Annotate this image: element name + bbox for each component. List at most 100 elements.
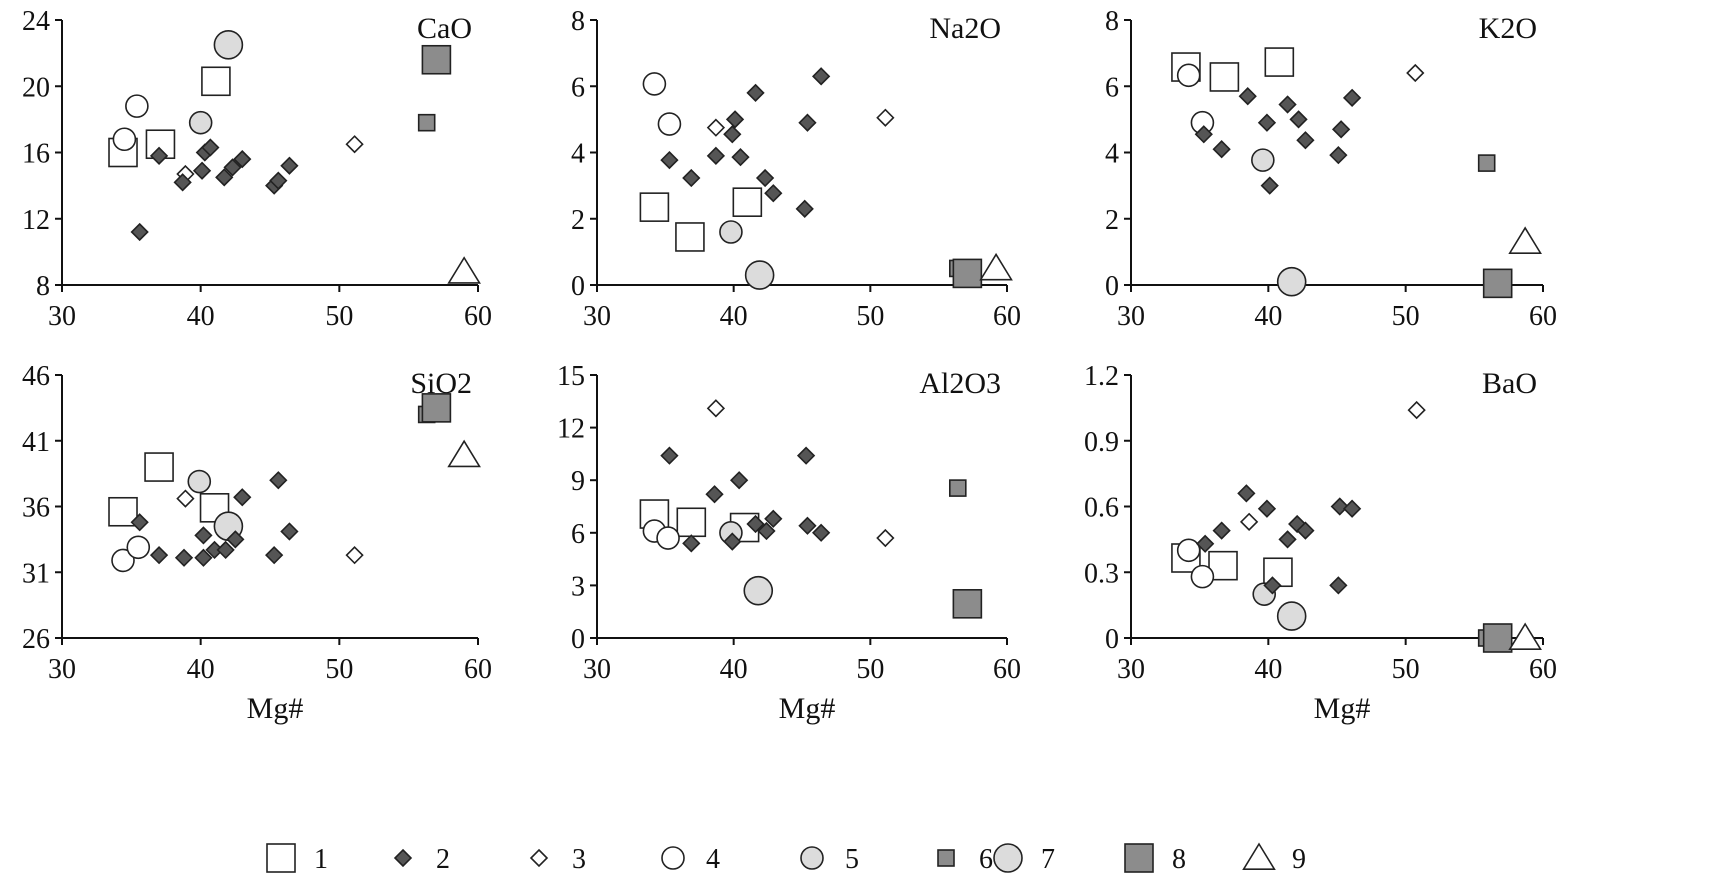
legend-marker [937,849,955,867]
x-tick-label: 60 [1529,301,1557,332]
data-point-group-3 [706,118,726,137]
x-tick-label: 50 [1392,654,1420,685]
panel-title: Na2O [929,12,1001,45]
data-point-group-7 [744,260,775,290]
data-point-group-2 [1296,521,1315,540]
data-point-group-2 [1237,484,1256,503]
legend-marker [266,843,296,873]
data-point-group-6 [948,479,967,497]
data-point-group-2 [660,446,679,465]
y-tick-label: 0 [571,271,585,302]
legend-marker [393,848,413,868]
data-point-group-8 [421,393,452,423]
legend-item-2: 2 [393,844,450,875]
y-tick-label: 0 [571,624,585,655]
data-point-group-2 [1330,497,1349,516]
data-point-group-1 [145,129,176,160]
data-point-group-2 [1257,113,1277,132]
y-tick-label: 0.3 [1084,558,1119,589]
data-point-group-2 [796,446,816,465]
data-point-group-4 [1190,564,1215,589]
data-point-group-8 [952,589,983,619]
data-point-group-1 [1264,47,1295,77]
data-point-group-6 [1477,154,1496,172]
data-point-group-2 [1194,125,1213,144]
data-point-group-2 [723,532,742,551]
data-point-group-2 [730,471,749,490]
legend-marker [1242,842,1276,871]
data-point-group-3 [876,528,895,548]
data-point-group-3 [345,546,364,565]
x-tick-label: 60 [464,301,492,332]
data-point-group-2 [280,522,299,541]
data-point-group-3 [706,399,726,418]
y-tick-label: 1.2 [1084,361,1119,392]
y-tick-label: 15 [557,361,585,392]
data-point-group-8 [1482,268,1513,299]
x-tick-label: 60 [1529,654,1557,685]
data-point-group-2 [1196,534,1215,553]
data-point-group-2 [1329,146,1348,165]
data-point-group-2 [233,149,252,169]
data-point-group-5 [1251,148,1275,172]
panel-cao: 8 12 16 20 24 30 40 50 60 CaO [22,6,492,332]
data-point-group-2 [226,530,245,549]
y-tick-label: 4 [1105,139,1119,170]
y-tick-label: 6 [571,519,585,550]
data-point-group-1 [676,507,707,538]
legend-label: 9 [1292,844,1306,875]
data-point-group-2 [194,526,213,545]
y-tick-label: 3 [571,571,585,602]
legend-item-9: 9 [1242,842,1306,875]
x-tick-label: 30 [48,654,76,685]
data-point-group-2 [755,168,775,188]
x-tick-label: 40 [1254,654,1282,685]
legend-item-6: 6 [937,844,993,875]
data-point-group-9 [1508,226,1542,254]
data-point-group-2 [1289,110,1308,129]
data-point-group-9 [447,256,481,284]
x-axis-label: Mg# [779,692,836,725]
legend-label: 3 [572,844,586,875]
y-tick-label: 0.9 [1084,427,1119,458]
data-point-group-2 [223,158,242,177]
x-tick-label: 60 [993,301,1021,332]
panel-title: BaO [1482,367,1537,400]
data-point-group-2 [1212,140,1231,159]
data-point-group-7 [1276,601,1307,631]
y-tick-label: 12 [22,205,50,236]
data-point-group-2 [1212,521,1231,540]
data-point-group-4 [642,72,667,96]
data-point-group-3 [1406,63,1425,83]
x-tick-label: 40 [187,301,215,332]
x-tick-label: 50 [325,301,353,332]
legend-marker [800,846,824,870]
data-point-group-3 [345,135,364,154]
data-point-group-2 [764,184,783,203]
y-tick-label: 31 [22,558,50,589]
legend-item-7: 7 [993,843,1055,875]
data-point-group-2 [269,171,288,190]
y-tick-label: 8 [571,6,585,37]
data-point-group-3 [1407,400,1426,420]
data-point-group-2 [174,548,194,567]
x-tick-label: 40 [720,654,748,685]
x-tick-label: 30 [1117,654,1145,685]
x-tick-label: 50 [856,301,884,332]
data-point-group-2 [215,168,234,187]
x-tick-label: 50 [856,654,884,685]
data-point-group-2 [706,146,726,165]
data-point-group-1 [732,187,763,217]
panel-na2o: 0 2 4 6 8 30 40 50 60 Na2O [571,6,1021,332]
data-point-group-2 [1260,176,1279,195]
data-point-group-2 [798,516,817,535]
x-tick-label: 50 [1392,301,1420,332]
data-point-group-4 [112,127,137,152]
legend-marker [993,843,1023,873]
data-point-group-7 [743,575,774,606]
x-tick-label: 30 [583,654,611,685]
x-tick-label: 30 [1117,301,1145,332]
y-tick-label: 9 [571,466,585,497]
legend-item-4: 4 [661,844,720,875]
